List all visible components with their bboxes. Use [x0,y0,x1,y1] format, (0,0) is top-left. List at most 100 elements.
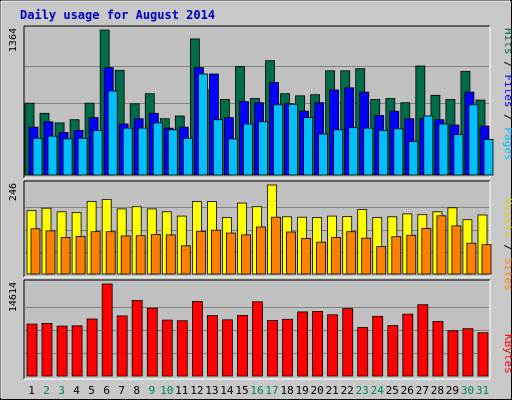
bar-sites-day-undefined [75,235,86,275]
x-tick-label: 15 [235,384,248,397]
legend-visits: Visits [502,198,512,238]
bar-pages-day-28 [438,123,449,176]
bar-kbytes-day-undefined [327,314,339,377]
legend-separator: / [502,108,512,128]
x-tick-label: 6 [103,384,110,397]
bar-pages-day-20 [318,133,329,176]
bar-pages-day-19 [303,117,314,176]
x-tick-label: 31 [476,384,489,397]
bar-pages-day-11 [182,137,193,176]
bar-kbytes-day-undefined [161,319,173,377]
bar-sites-day-undefined [225,232,236,275]
bar-kbytes-day-undefined [402,313,414,377]
bar-pages-day-25 [393,128,404,176]
x-tick-label: 24 [371,384,385,397]
x-tick-label: 10 [160,384,173,397]
bar-kbytes-day-undefined [342,308,354,377]
x-tick-label: 4 [73,384,80,397]
bar-kbytes-day-undefined [101,283,113,377]
bar-pages-day-12 [197,73,208,176]
x-tick-label: 9 [148,384,155,397]
bar-kbytes-day-undefined [447,330,459,377]
bar-sites-day-undefined [135,235,146,275]
y-axis-max-label-panel-2: 246 [8,183,19,201]
legend-kbytes: KBytes [502,334,512,374]
y-axis-max-label-panel-1: 1364 [8,28,19,52]
bar-sites-day-undefined [481,244,492,275]
bar-pages-day-27 [423,115,434,176]
bar-kbytes-day-undefined [206,315,218,377]
bar-pages-day-26 [408,141,419,176]
bar-pages-day-16 [258,121,268,176]
bar-kbytes-day-undefined [131,300,143,377]
bar-pages-day-18 [288,103,298,176]
x-tick-label: 19 [295,384,308,397]
bar-pages-day-2 [47,135,58,176]
x-tick-label: 28 [431,384,444,397]
bar-sites-day-undefined [391,236,402,275]
bar-sites-day-undefined [60,237,71,275]
bar-sites-day-undefined [316,241,327,275]
bar-pages-day-31 [483,138,494,176]
bar-kbytes-day-undefined [86,318,98,377]
bar-sites-day-undefined [195,230,206,275]
x-tick-label: 25 [386,384,399,397]
bar-sites-day-undefined [436,215,447,275]
x-tick-label: 23 [356,384,369,397]
legend-separator: / [502,55,512,75]
x-tick-label: 27 [416,384,429,397]
bar-pages-day-1 [32,137,43,176]
x-tick-label: 17 [265,384,278,397]
bar-pages-day-30 [468,104,479,176]
bar-pages-day-3 [62,138,73,176]
chart-title: Daily usage for August 2014 [20,8,215,22]
bar-kbytes-day-undefined [71,325,83,377]
legend-panel-1: Hits / Files / Pages [502,28,512,161]
bar-kbytes-day-undefined [252,301,263,377]
bar-pages-day-4 [77,137,88,176]
bar-sites-day-undefined [165,234,176,275]
bar-kbytes-day-undefined [116,315,128,377]
bar-pages-day-15 [243,123,253,176]
x-tick-label: 3 [58,384,65,397]
bar-kbytes-day-undefined [297,311,309,377]
x-tick-label: 14 [220,384,234,397]
legend-sites: Sites [502,258,512,291]
bar-sites-day-undefined [361,237,372,275]
bar-sites-day-undefined [90,231,101,275]
bar-pages-day-7 [122,127,133,176]
bar-sites-day-undefined [256,226,266,275]
bar-kbytes-day-undefined [41,322,53,377]
legend-files: Files [502,74,512,107]
bar-kbytes-day-undefined [312,311,324,377]
bar-sites-day-undefined [421,227,432,275]
bar-kbytes-day-undefined [267,319,278,377]
bar-kbytes-day-undefined [176,320,188,377]
bar-sites-day-undefined [120,235,131,275]
bar-sites-day-undefined [271,216,281,275]
legend-panel-3: KBytes [502,334,512,374]
bar-pages-day-24 [378,129,389,176]
x-tick-label: 13 [205,384,218,397]
x-tick-label: 16 [250,384,263,397]
bar-sites-day-undefined [105,231,116,275]
x-tick-label: 21 [326,384,339,397]
x-tick-label: 22 [341,384,354,397]
y-axis-max-label-panel-3: 14614 [8,282,19,312]
x-tick-label: 2 [43,384,50,397]
bar-kbytes-day-undefined [387,325,399,377]
bar-sites-day-undefined [451,225,462,275]
x-tick-label: 30 [461,384,474,397]
x-tick-label: 1 [28,384,35,397]
bar-sites-day-undefined [301,238,312,275]
bar-sites-day-undefined [331,237,342,275]
x-tick-label: 26 [401,384,414,397]
legend-pages: Pages [502,127,512,160]
bar-kbytes-day-undefined [357,327,369,377]
bar-pages-day-6 [107,90,118,176]
bar-kbytes-day-undefined [221,319,233,377]
bar-pages-day-9 [152,122,163,176]
x-tick-label: 8 [133,384,140,397]
bar-pages-day-21 [333,129,344,176]
